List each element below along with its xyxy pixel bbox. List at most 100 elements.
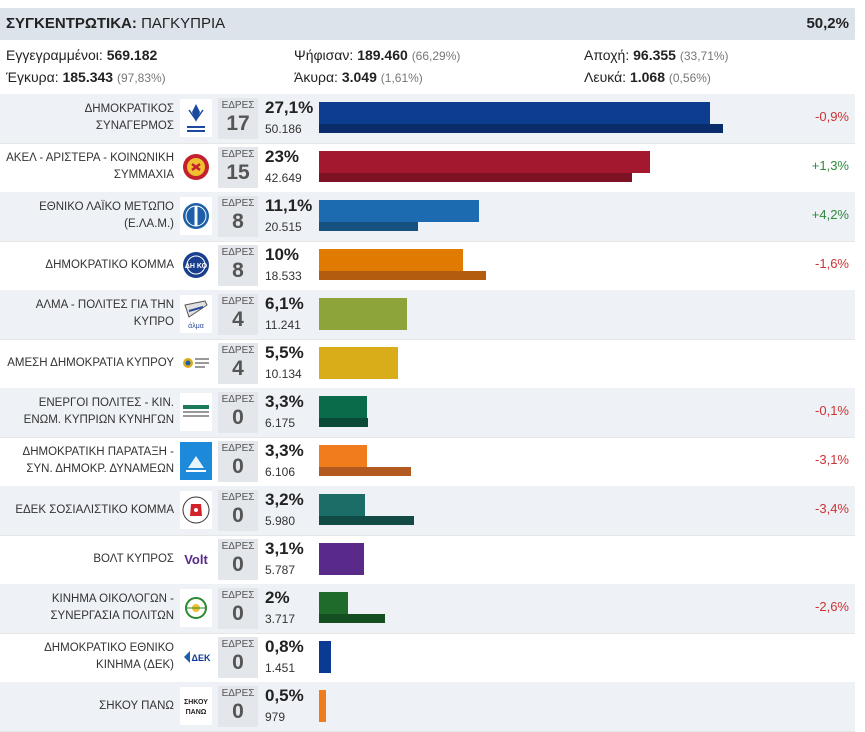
party-row: ΑΜΕΣΗ ΔΗΜΟΚΡΑΤΙΑ ΚΥΠΡΟΥ ΕΔΡΕΣ 4 5,5% 10.134 xyxy=(0,339,855,389)
bar-track xyxy=(319,94,809,142)
bar-track xyxy=(319,633,809,681)
seats-count: 8 xyxy=(232,259,244,282)
seats-box: ΕΔΡΕΣ 0 xyxy=(218,392,258,433)
alma-logo: άλμα xyxy=(180,295,212,333)
party-name: ΚΙΝΗΜΑ ΟΙΚΟΛΟΓΩΝ - ΣΥΝΕΡΓΑΣΙΑ ΠΟΛΙΤΩΝ xyxy=(50,593,174,622)
bar-track xyxy=(319,192,809,240)
votes-label: 5.980 xyxy=(265,514,296,528)
seats-label: ΕΔΡΕΣ xyxy=(221,590,255,601)
bar-previous xyxy=(319,467,411,476)
volt-logo: Volt xyxy=(180,540,212,578)
bar-previous xyxy=(319,516,414,525)
bar-track xyxy=(319,241,809,289)
percentage-label: 0,8% xyxy=(265,637,304,656)
party-row: ΕΘΝΙΚΟ ΛΑΪΚΟ ΜΕΤΩΠΟ (Ε.ΛΑ.Μ.) ΕΔΡΕΣ 8 11,1%… xyxy=(0,192,855,242)
seats-count: 0 xyxy=(232,455,244,478)
change-label: -2,6% xyxy=(815,599,849,614)
seats-count: 0 xyxy=(232,504,244,527)
svg-text:άλμα: άλμα xyxy=(188,322,204,330)
seats-count: 0 xyxy=(232,553,244,576)
voted-stat: Ψήφισαν: 189.460 (66,29%) xyxy=(294,47,461,63)
blank-stat: Λευκά: 1.068 (0,56%) xyxy=(584,69,711,85)
seats-label: ΕΔΡΕΣ xyxy=(221,688,255,699)
bar-current xyxy=(319,200,479,222)
svg-text:ΔΕΚ: ΔΕΚ xyxy=(192,653,211,663)
party-row: ΔΗΜΟΚΡΑΤΙΚΟ ΕΘΝΙΚΟ ΚΙΝΗΜΑ (ΔΕΚ) ΔΕΚ ΕΔΡΕΣ 0… xyxy=(0,633,855,683)
svg-text:ΣΗΚΟΥ: ΣΗΚΟΥ xyxy=(184,699,208,706)
bar-current xyxy=(319,445,367,467)
seats-box: ΕΔΡΕΣ 4 xyxy=(218,343,258,384)
svg-text:Volt: Volt xyxy=(184,552,208,567)
bar-current xyxy=(319,347,398,379)
seats-label: ΕΔΡΕΣ xyxy=(221,394,255,405)
seats-label: ΕΔΡΕΣ xyxy=(221,443,255,454)
sikou-pano-logo: ΣΗΚΟΥ ΠΑΝΩ xyxy=(180,687,212,725)
elam-logo xyxy=(180,197,212,235)
votes-label: 1.451 xyxy=(265,661,296,675)
seats-label: ΕΔΡΕΣ xyxy=(221,198,255,209)
party-name: ΔΗΜΟΚΡΑΤΙΚΟΣ ΣΥΝΑΓΕΡΜΟΣ xyxy=(84,103,174,132)
percentage-label: 27,1% xyxy=(265,98,314,117)
seats-box: ΕΔΡΕΣ 0 xyxy=(218,637,258,678)
party-name: ΔΗΜΟΚΡΑΤΙΚΟ ΚΟΜΜΑ xyxy=(45,258,174,271)
party-row: ΣΗΚΟΥ ΠΑΝΩ ΣΗΚΟΥ ΠΑΝΩ ΕΔΡΕΣ 0 0,5% 979 xyxy=(0,682,855,732)
change-label: +4,2% xyxy=(811,207,849,222)
seats-label: ΕΔΡΕΣ xyxy=(221,541,255,552)
votes-label: 5.787 xyxy=(265,563,296,577)
bar-current xyxy=(319,494,365,516)
bar-track xyxy=(319,584,809,632)
bar-previous xyxy=(319,173,632,182)
percentage-label: 3,3% xyxy=(265,392,304,411)
seats-label: ΕΔΡΕΣ xyxy=(221,247,255,258)
seats-box: ΕΔΡΕΣ 15 xyxy=(218,147,258,188)
party-row: ΕΝΕΡΓΟΙ ΠΟΛΙΤΕΣ - ΚΙΝ. ΕΝΩΜ. ΚΥΠΡΙΩΝ ΚΥΝ… xyxy=(0,388,855,438)
seats-label: ΕΔΡΕΣ xyxy=(221,639,255,650)
summary-title: ΣΥΓΚΕΝΤΡΩΤΙΚΑ: ΠΑΓΚΥΠΡΙΑ xyxy=(6,15,226,32)
bar-track xyxy=(319,339,809,387)
amesi-dimokratia-logo xyxy=(180,344,212,382)
seats-count: 8 xyxy=(232,210,244,233)
seats-count: 15 xyxy=(226,161,250,184)
bar-current xyxy=(319,592,348,614)
seats-label: ΕΔΡΕΣ xyxy=(221,345,255,356)
bar-current xyxy=(319,151,650,173)
bar-current xyxy=(319,102,710,124)
akel-logo xyxy=(180,148,212,186)
party-row: ΔΗΜΟΚΡΑΤΙΚΟ ΚΟΜΜΑ ΔΗ ΚΟ ΕΔΡΕΣ 8 10% 18.533 -1,… xyxy=(0,241,855,291)
bar-current xyxy=(319,298,407,330)
seats-box: ΕΔΡΕΣ 0 xyxy=(218,441,258,482)
votes-label: 20.515 xyxy=(265,220,302,234)
percentage-label: 23% xyxy=(265,147,300,166)
bar-track xyxy=(319,143,809,191)
seats-box: ΕΔΡΕΣ 0 xyxy=(218,686,258,727)
seats-label: ΕΔΡΕΣ xyxy=(221,492,255,503)
bar-track xyxy=(319,486,809,534)
seats-count: 4 xyxy=(232,357,244,380)
bar-previous xyxy=(319,271,486,280)
votes-label: 50.186 xyxy=(265,122,302,136)
party-name: ΔΗΜΟΚΡΑΤΙΚΗ ΠΑΡΑΤΑΞΗ - ΣΥΝ. ΔΗΜΟΚΡ. ΔΥΝΑ… xyxy=(22,446,174,475)
seats-box: ΕΔΡΕΣ 8 xyxy=(218,245,258,286)
dipa-logo xyxy=(180,442,212,480)
counted-percentage: 50,2% xyxy=(806,15,849,32)
change-label: -3,1% xyxy=(815,452,849,467)
party-row: ΑΚΕΛ - ΑΡΙΣΤΕΡΑ - ΚΟΙΝΩΝΙΚΗ ΣΥΜΜΑΧΙΑ ΕΔΡΕ… xyxy=(0,143,855,193)
change-label: -3,4% xyxy=(815,501,849,516)
seats-box: ΕΔΡΕΣ 0 xyxy=(218,539,258,580)
kinima-oikologon-logo xyxy=(180,589,212,627)
votes-label: 979 xyxy=(265,710,286,724)
change-label: -0,1% xyxy=(815,403,849,418)
percentage-label: 3,3% xyxy=(265,441,304,460)
summary-header: ΣΥΓΚΕΝΤΡΩΤΙΚΑ: ΠΑΓΚΥΠΡΙΑ 50,2% xyxy=(0,8,855,40)
turnout-stats: Εγγεγραμμένοι: 569.182 Ψήφισαν: 189.460 … xyxy=(0,43,855,91)
seats-box: ΕΔΡΕΣ 17 xyxy=(218,98,258,139)
seats-label: ΕΔΡΕΣ xyxy=(221,149,255,160)
party-name: ΔΗΜΟΚΡΑΤΙΚΟ ΕΘΝΙΚΟ ΚΙΝΗΜΑ (ΔΕΚ) xyxy=(44,642,174,671)
seats-label: ΕΔΡΕΣ xyxy=(221,296,255,307)
abstention-stat: Αποχή: 96.355 (33,71%) xyxy=(584,47,729,63)
bar-track xyxy=(319,535,809,583)
bar-current xyxy=(319,543,364,575)
party-name: ΣΗΚΟΥ ΠΑΝΩ xyxy=(99,699,174,712)
bar-track xyxy=(319,682,809,730)
seats-box: ΕΔΡΕΣ 0 xyxy=(218,490,258,531)
